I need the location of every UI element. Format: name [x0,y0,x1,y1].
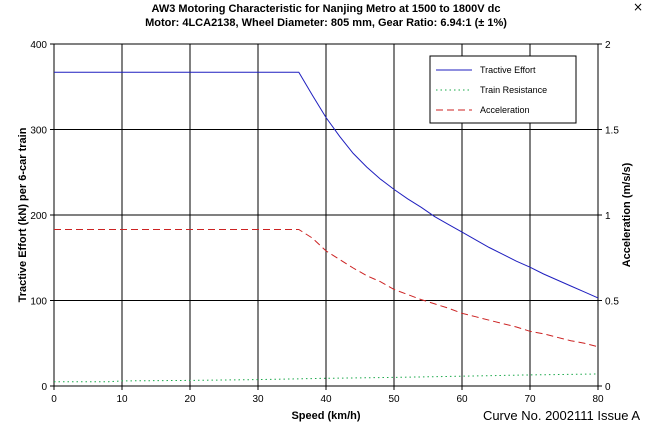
x-tick-label: 0 [51,394,57,405]
series-line-acceleration [54,229,599,348]
x-tick-label: 20 [184,394,196,405]
legend-label-train-resistance: Train Resistance [480,85,547,95]
y-tick-label: 300 [30,126,47,137]
chart-title: AW3 Motoring Characteristic for Nanjing … [151,3,500,15]
legend-label-acceleration: Acceleration [480,105,530,115]
y-tick-label: 400 [30,40,47,51]
legend: Tractive Effort Train Resistance Acceler… [429,55,577,124]
legend-label-tractive-effort: Tractive Effort [480,65,536,75]
x-tick-label: 70 [524,394,536,405]
y-tick-label: 100 [30,297,47,308]
x-tick-label: 10 [116,394,128,405]
x-tick-label: 80 [592,394,604,405]
curve-number-annotation: Curve No. 2002111 Issue A [483,408,640,423]
x-axis-label: Speed (km/h) [291,410,360,422]
x-tick-label: 60 [456,394,468,405]
y2-tick-label: 0.5 [605,297,619,308]
x-tick-label: 30 [252,394,264,405]
y2-tick-label: 1 [605,211,611,222]
y2-axis-label: Acceleration (m/s/s) [621,162,633,267]
chart-subtitle: Motor: 4LCA2138, Wheel Diameter: 805 mm,… [145,17,507,29]
x-tick-label: 40 [320,394,332,405]
y-tick-label: 0 [41,382,47,393]
y-tick-label: 200 [30,211,47,222]
y2-tick-label: 2 [605,40,611,51]
y2-tick-label: 1.5 [605,126,619,137]
y2-tick-label: 0 [605,382,611,393]
close-icon[interactable]: × [632,0,644,14]
series-line-train-resistance [54,373,599,383]
series-line-tractive-effort [54,71,599,299]
y-axis-label: Tractive Effort (kN) per 6-car train [17,127,29,302]
x-tick-label: 50 [388,394,400,405]
series-lines [54,71,599,383]
